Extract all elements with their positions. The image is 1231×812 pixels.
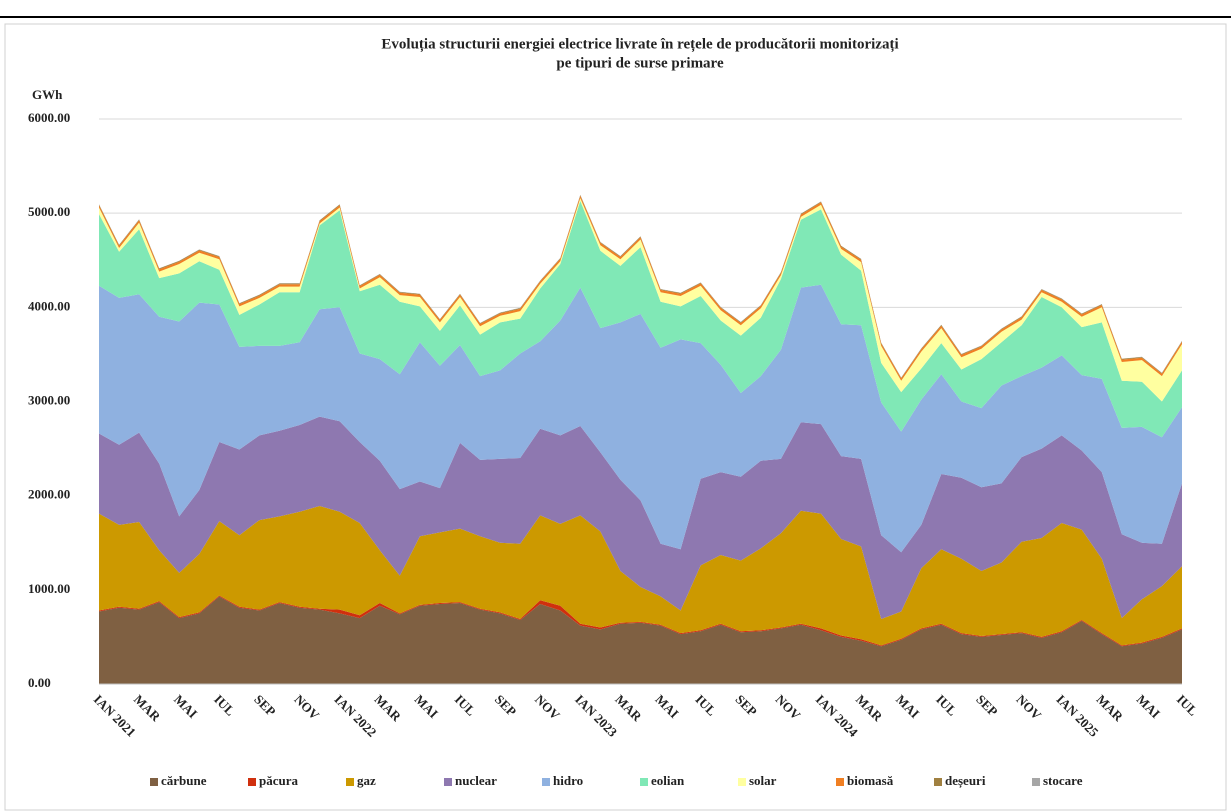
legend-label: cărbune (161, 773, 207, 788)
legend-swatch (1032, 778, 1040, 786)
legend-swatch (934, 778, 942, 786)
chart-title: pe tipuri de surse primare (556, 55, 724, 71)
area (99, 416, 1182, 619)
legend-swatch (542, 778, 550, 786)
y-tick-label: 6000.00 (28, 110, 70, 125)
chart-frame (4, 23, 1227, 811)
legend-label: deșeuri (945, 773, 986, 789)
legend-swatch (836, 778, 844, 786)
legend-label: nuclear (455, 773, 497, 788)
legend-label: păcura (259, 773, 299, 788)
y-tick-label: 4000.00 (28, 298, 70, 313)
legend-swatch (346, 778, 354, 786)
y-tick-label: 1000.00 (28, 581, 70, 596)
legend-swatch (640, 778, 648, 786)
area (99, 200, 1182, 438)
legend-swatch (444, 778, 452, 786)
chart-title: Evoluția structurii energiei electrice l… (381, 36, 898, 52)
legend-swatch (738, 778, 746, 786)
legend-label: solar (749, 773, 777, 788)
y-tick-label: 2000.00 (28, 487, 70, 502)
legend-label: biomasă (847, 773, 894, 788)
legend-label: hidro (553, 773, 583, 788)
y-axis-label: GWh (32, 87, 63, 102)
area (99, 284, 1182, 553)
area (99, 506, 1182, 646)
legend-label: gaz (357, 773, 376, 788)
y-tick-label: 0.00 (28, 675, 51, 690)
y-tick-label: 5000.00 (28, 204, 70, 219)
legend-swatch (248, 778, 256, 786)
y-tick-label: 3000.00 (28, 392, 70, 407)
legend-swatch (150, 778, 158, 786)
area (99, 596, 1182, 684)
legend-label: stocare (1043, 773, 1083, 788)
legend-label: eolian (651, 773, 685, 788)
